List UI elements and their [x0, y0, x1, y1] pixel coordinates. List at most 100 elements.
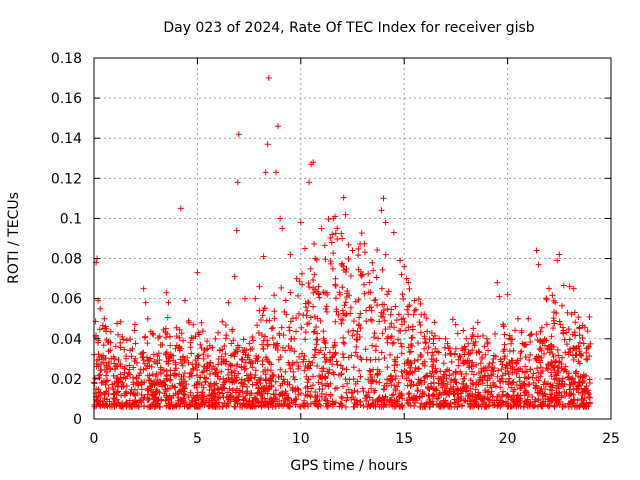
data-point	[276, 400, 283, 407]
data-point	[199, 389, 206, 396]
data-point	[128, 353, 135, 360]
data-point	[548, 333, 555, 340]
data-point	[354, 328, 361, 335]
data-point	[575, 389, 582, 396]
data-point	[161, 367, 168, 374]
data-point	[505, 371, 512, 378]
data-point	[356, 367, 363, 374]
data-point	[525, 315, 532, 322]
data-point	[103, 325, 110, 332]
data-point	[221, 385, 228, 392]
data-point	[460, 357, 467, 364]
data-point	[131, 321, 138, 328]
data-point	[123, 390, 130, 397]
data-point	[185, 359, 192, 366]
data-point	[337, 362, 344, 369]
data-point	[238, 363, 245, 370]
data-point	[447, 400, 454, 407]
data-point	[95, 339, 102, 346]
data-point	[329, 361, 336, 368]
data-point	[400, 295, 407, 302]
data-point	[550, 317, 557, 324]
data-point	[431, 319, 438, 326]
data-point	[411, 368, 418, 375]
data-point	[249, 345, 256, 352]
data-point	[205, 403, 212, 410]
data-point	[437, 403, 444, 410]
data-point	[579, 392, 586, 399]
data-point	[548, 359, 555, 366]
data-point	[399, 291, 406, 298]
data-point	[305, 403, 312, 410]
data-point	[374, 302, 381, 309]
data-point	[176, 371, 183, 378]
data-point	[261, 333, 268, 340]
data-point	[586, 313, 593, 320]
data-point	[435, 394, 442, 401]
data-point	[366, 279, 373, 286]
data-point	[122, 355, 129, 362]
data-point	[586, 353, 593, 360]
data-point	[395, 311, 402, 318]
data-point	[436, 335, 443, 342]
data-point	[509, 336, 516, 343]
data-point	[490, 371, 497, 378]
data-point	[562, 393, 569, 400]
data-point	[544, 395, 551, 402]
data-point	[133, 359, 140, 366]
plot-frame	[93, 57, 612, 420]
data-point	[306, 358, 313, 365]
data-point	[391, 356, 398, 363]
data-point	[469, 403, 476, 410]
data-point	[184, 354, 191, 361]
data-point	[363, 356, 370, 363]
data-point	[163, 334, 170, 341]
data-point	[306, 179, 313, 186]
data-point	[147, 328, 154, 335]
data-point	[181, 369, 188, 376]
data-point	[256, 307, 263, 314]
data-point	[152, 395, 159, 402]
data-point	[378, 349, 385, 356]
data-point	[240, 349, 247, 356]
data-point	[411, 307, 418, 314]
data-point	[175, 394, 182, 401]
data-point	[419, 389, 426, 396]
data-point	[557, 321, 564, 328]
data-point	[538, 370, 545, 377]
data-point	[336, 291, 343, 298]
data-point	[461, 351, 468, 358]
data-point	[307, 314, 314, 321]
data-point	[433, 395, 440, 402]
data-point	[179, 362, 186, 369]
data-point	[268, 325, 275, 332]
data-point	[531, 398, 538, 405]
data-point	[513, 382, 520, 389]
data-point	[506, 375, 513, 382]
data-point	[289, 361, 296, 368]
data-point	[564, 309, 571, 316]
data-point	[103, 336, 110, 343]
data-point	[517, 349, 524, 356]
data-point	[415, 296, 422, 303]
data-point	[572, 379, 579, 386]
data-point	[509, 394, 516, 401]
data-point	[185, 394, 192, 401]
data-point	[382, 326, 389, 333]
data-point	[143, 365, 150, 372]
data-point	[207, 359, 214, 366]
data-point	[494, 279, 501, 286]
data-point	[207, 359, 214, 366]
data-point	[140, 396, 147, 403]
data-point	[359, 385, 366, 392]
data-point	[485, 363, 492, 370]
data-point	[268, 361, 275, 368]
data-point	[99, 322, 106, 329]
data-point	[307, 265, 314, 272]
data-point	[527, 399, 534, 406]
data-point	[247, 390, 254, 397]
data-point	[121, 346, 128, 353]
data-point	[406, 349, 413, 356]
data-point	[296, 353, 303, 360]
data-point	[473, 381, 480, 388]
